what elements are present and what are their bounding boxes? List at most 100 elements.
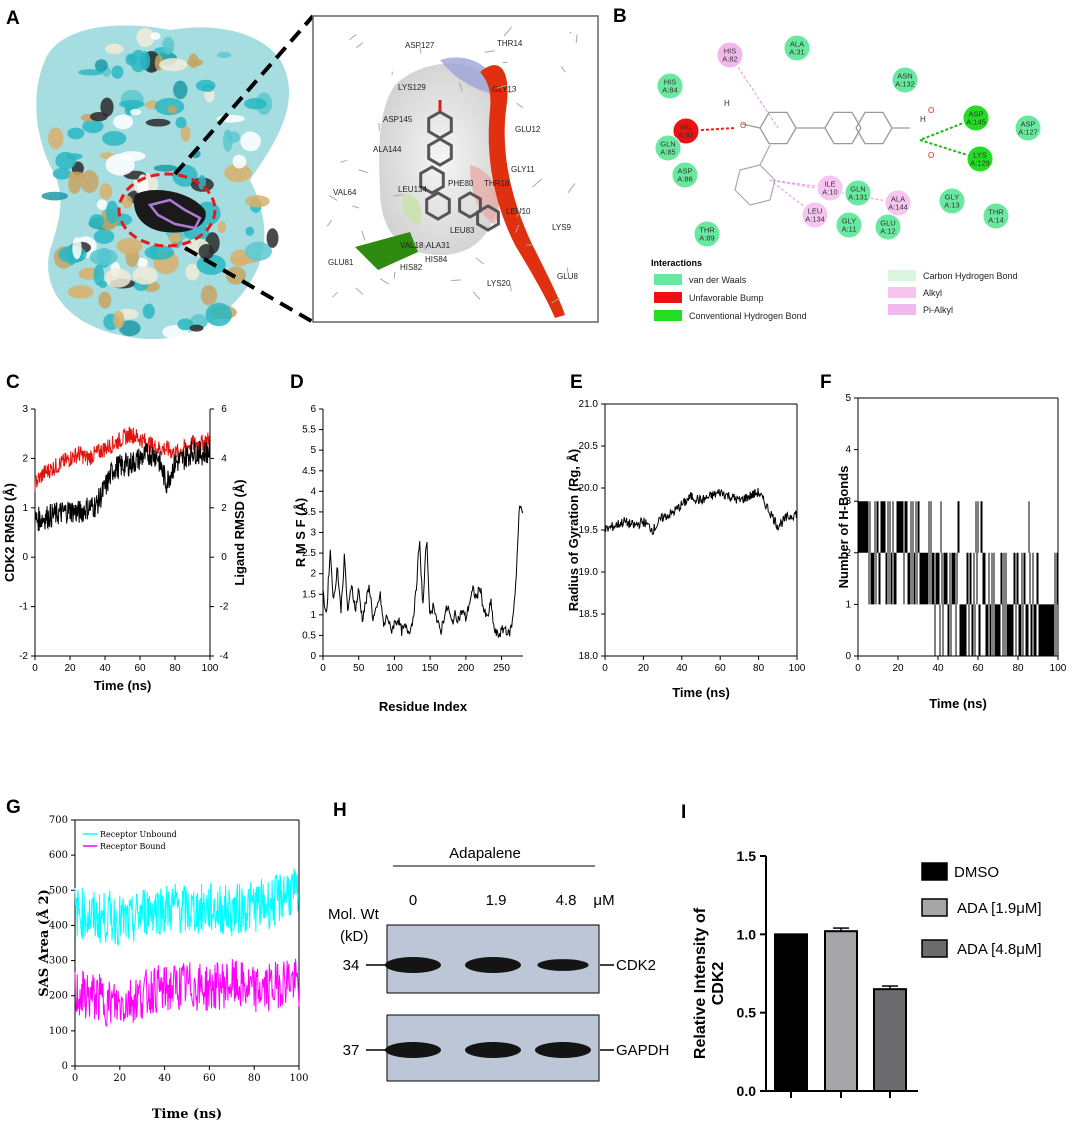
y-tick-label: 1.0 (737, 926, 757, 942)
x-axis-title: Time (ns) (929, 696, 987, 711)
series-receptor-bound (74, 958, 300, 1028)
residue-label-glu81: GLU81 (328, 258, 354, 267)
y-tick-label: 4 (845, 445, 851, 456)
residue-number: A:86 (677, 175, 692, 184)
side-chain-stick (560, 66, 566, 73)
panel-f-chart: F 0 20 40 60 80 100 0 1 2 3 4 5 Time (ns) Number of H-… (820, 372, 1067, 711)
residue-label-glu12: GLU12 (515, 125, 541, 134)
y-tick-label: 700 (49, 815, 68, 826)
band-cdk2-lane-2 (537, 959, 589, 971)
residue-name: HIS (724, 47, 737, 56)
surface-patch (168, 232, 182, 244)
surface-patch (144, 245, 175, 260)
surface-patch (244, 195, 270, 208)
band-gapdh-lane-0 (385, 1042, 441, 1058)
bound-ligand (147, 198, 202, 230)
surface-patch (217, 52, 232, 58)
legend-swatch-bump (654, 292, 682, 303)
side-chain-stick (509, 284, 512, 292)
y-tick-label: 3 (22, 404, 28, 415)
ligand-ring (425, 191, 451, 221)
side-chain-stick (464, 182, 473, 185)
interaction-line-pialkyl (729, 54, 779, 129)
residue-label-phe80: PHE80 (448, 179, 474, 188)
legend-label-alkyl: Alkyl (923, 288, 942, 298)
y-axis-title: CDK2 RMSD (Å) (2, 483, 17, 582)
side-chain-stick (332, 291, 338, 298)
x-tick-label: 40 (676, 663, 688, 674)
side-chain-stick (569, 31, 572, 34)
band-cdk2-lane-0 (385, 957, 441, 973)
panel-a: A ASP127THR14LYS129GLY13ASP145GLU12ALA14… (6, 8, 599, 340)
residue-name: THR (988, 208, 1004, 217)
x-tick-label: 250 (493, 663, 510, 674)
legend-label-chb: Carbon Hydrogen Bond (923, 271, 1018, 281)
panel-d-chart: D 0 50 100 150 200 250 0 0.5 1 1.5 2 2.5 3 3.5 4 4.5 5 5.5… (290, 372, 524, 714)
residue-number: A:12 (880, 227, 895, 236)
legend-swatch-hbond (654, 310, 682, 321)
surface-patch (224, 164, 252, 182)
surface-patch (136, 257, 148, 268)
legend-swatch-pialkyl (888, 304, 916, 315)
legend-label-vdw: van der Waals (689, 275, 747, 285)
residue-label-leu10: LEU10 (506, 207, 531, 216)
surface-patch (96, 199, 108, 210)
atom-h-0: H (724, 99, 730, 108)
side-chain-stick (419, 43, 422, 54)
side-chain-stick (358, 169, 369, 174)
x-tick-label: 20 (64, 663, 76, 674)
residue-disc-fill (816, 174, 844, 202)
green-ribbon (355, 232, 418, 270)
mw-label-line2: (kD) (340, 928, 368, 945)
y-tick-label: 5 (845, 393, 851, 404)
surface-patch (232, 154, 247, 169)
x-tick-label: 60 (972, 663, 984, 674)
surface-patch (244, 98, 267, 110)
series-cdk2-rmsd (34, 426, 211, 492)
mw-label-line1: Mol. Wt (328, 906, 380, 923)
residue-number: A:31 (789, 48, 804, 57)
y-axis-title: Radius of Gyration (Rg, Å) (566, 449, 581, 612)
y-tick-label: 4.5 (302, 466, 316, 477)
panel-h: H Adapalene 0 1.9 4.8 μM Mol. Wt (kD) 34… (328, 800, 669, 1082)
y-tick-label: -2 (19, 651, 28, 662)
surface-patch (113, 310, 125, 329)
side-chain-stick (515, 224, 520, 233)
residue-number: A:144 (888, 203, 908, 212)
y2-tick-label: 0 (221, 552, 227, 563)
x-axis-title: Time (ns) (152, 1107, 222, 1122)
residue-number: A:83 (678, 131, 693, 140)
x-tick-label: 80 (1012, 663, 1024, 674)
residue-name: ALA (891, 195, 905, 204)
surface-patch (105, 200, 119, 224)
y2-axis-title: Ligand RMSD (Å) (232, 479, 247, 585)
surface-patch (198, 244, 215, 260)
surface-patch (200, 285, 218, 306)
panel-g-chart: G 0 20 40 60 80 100 0 100 200 300 400 500 600 700 Time … (6, 797, 309, 1122)
bar-0 (774, 933, 808, 1092)
residue-disc-fill (672, 117, 700, 145)
panel-c-chart: C 0 20 40 60 80 100 -2 -1 0 1 2 3 -4 -2 0 2 4 6 Ligand RMSD… (2, 372, 247, 693)
surface-patch (142, 303, 155, 319)
legend-label-0: DMSO (954, 864, 999, 881)
residue-number: A:127 (1018, 128, 1038, 137)
residue-label-lys129: LYS129 (398, 83, 426, 92)
residue-disc-fill (938, 187, 966, 215)
residue-name: GLY (945, 193, 959, 202)
surface-patch (175, 116, 187, 129)
residue-disc-fill (966, 145, 994, 173)
x-tick-label: 40 (158, 1073, 171, 1084)
side-chain-stick (567, 183, 576, 194)
surface-patch (41, 191, 69, 201)
legend-swatch-vdw (654, 274, 682, 285)
y-tick-label: 600 (49, 850, 68, 861)
residue-disc-fill (693, 220, 721, 248)
panel-b-label: B (613, 6, 627, 27)
y-tick-label: 18.5 (579, 609, 599, 620)
residue-name: ASP (968, 110, 983, 119)
y-tick-label: 400 (49, 920, 68, 931)
